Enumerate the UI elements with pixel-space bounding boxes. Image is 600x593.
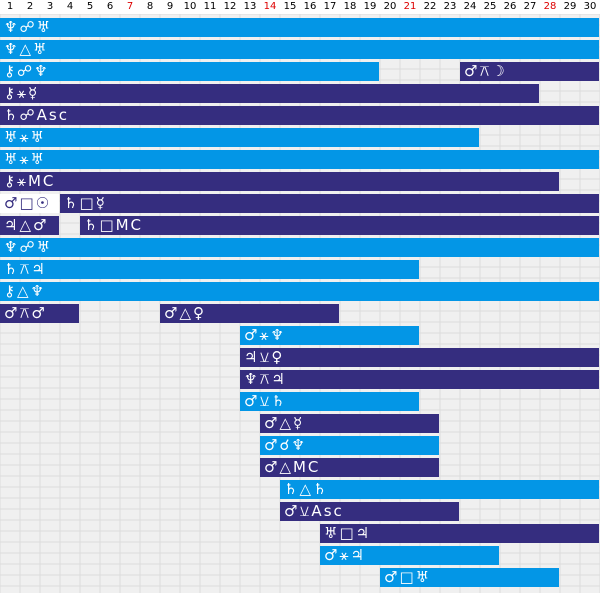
day-number: 2 (26, 1, 34, 12)
day-number: 29 (563, 1, 577, 12)
day-number: 26 (503, 1, 517, 12)
aspect-bar[interactable]: ♆☍♅ (0, 238, 599, 257)
aspect-bar[interactable]: ♂□♅ (380, 568, 559, 587)
aspect-bar[interactable]: ⚷⚹MC (0, 172, 559, 191)
aspect-bar[interactable]: ⚷⚹☿ (0, 84, 539, 103)
aspect-bar[interactable]: ♄□☿ (60, 194, 599, 213)
day-number: 11 (203, 1, 217, 12)
aspect-bar[interactable]: ♂⚹♃ (320, 546, 499, 565)
aspect-bar[interactable]: ♄△♄ (280, 480, 599, 499)
day-number: 5 (86, 1, 94, 12)
day-number: 16 (303, 1, 317, 12)
day-number: 4 (66, 1, 74, 12)
aspect-bar[interactable]: ♆⚻♃ (240, 370, 599, 389)
day-number: 6 (106, 1, 114, 12)
aspect-bar[interactable]: ♂☌♆ (260, 436, 439, 455)
aspect-bar[interactable]: ♂△MC (260, 458, 439, 477)
day-number: 15 (283, 1, 297, 12)
day-number: 10 (183, 1, 197, 12)
day-number: 24 (463, 1, 477, 12)
aspect-bar[interactable]: ♄⚻♃ (0, 260, 419, 279)
day-number: 28 (543, 1, 557, 12)
day-header: 1 2 3 4 5 6 7 8 9 10 11 12 13 14 15 16 17 18 19 20 21 22 23 24 2… (0, 0, 600, 14)
day-number: 9 (166, 1, 174, 12)
day-number: 23 (443, 1, 457, 12)
aspect-bar[interactable]: ♂⚻♂ (0, 304, 79, 323)
aspect-bar[interactable]: ⚷☍♆ (0, 62, 379, 81)
day-number: 27 (523, 1, 537, 12)
aspect-bar[interactable]: ♂⚺♄ (240, 392, 419, 411)
aspect-bar[interactable]: ♅⚹♅ (0, 128, 479, 147)
aspect-bar[interactable]: ♃△♂ (0, 216, 59, 235)
day-number: 25 (483, 1, 497, 12)
day-number: 20 (383, 1, 397, 12)
day-number: 30 (583, 1, 597, 12)
aspect-bar[interactable]: ♂△♀ (160, 304, 339, 323)
day-number: 3 (46, 1, 54, 12)
day-number: 8 (146, 1, 154, 12)
day-number: 1 (6, 1, 14, 12)
aspect-bar[interactable]: ♄□MC (80, 216, 599, 235)
aspect-bar[interactable]: ♃⚺♀ (240, 348, 599, 367)
day-number: 21 (403, 1, 417, 12)
aspect-bar[interactable]: ♂□☉ (0, 194, 59, 213)
day-number: 7 (126, 1, 134, 12)
aspect-bar[interactable]: ♅□♃ (320, 524, 599, 543)
aspect-bar[interactable]: ♂△☿ (260, 414, 439, 433)
day-number: 17 (323, 1, 337, 12)
aspect-bar[interactable]: ♂⚺Asc (280, 502, 459, 521)
aspect-bar[interactable]: ♄☍Asc (0, 106, 599, 125)
day-number: 22 (423, 1, 437, 12)
day-number: 19 (363, 1, 377, 12)
aspect-bar[interactable]: ♂⚹♆ (240, 326, 419, 345)
aspect-bar[interactable]: ⚷△♆ (0, 282, 599, 301)
day-number: 14 (263, 1, 277, 12)
aspect-bar[interactable]: ♆☍♅ (0, 18, 599, 37)
aspect-bar[interactable]: ♆△♅ (0, 40, 599, 59)
day-number: 18 (343, 1, 357, 12)
aspect-bar[interactable]: ♅⚹♅ (0, 150, 599, 169)
aspect-bar[interactable]: ♂⚻☽ (460, 62, 599, 81)
day-number: 13 (243, 1, 257, 12)
day-number: 12 (223, 1, 237, 12)
